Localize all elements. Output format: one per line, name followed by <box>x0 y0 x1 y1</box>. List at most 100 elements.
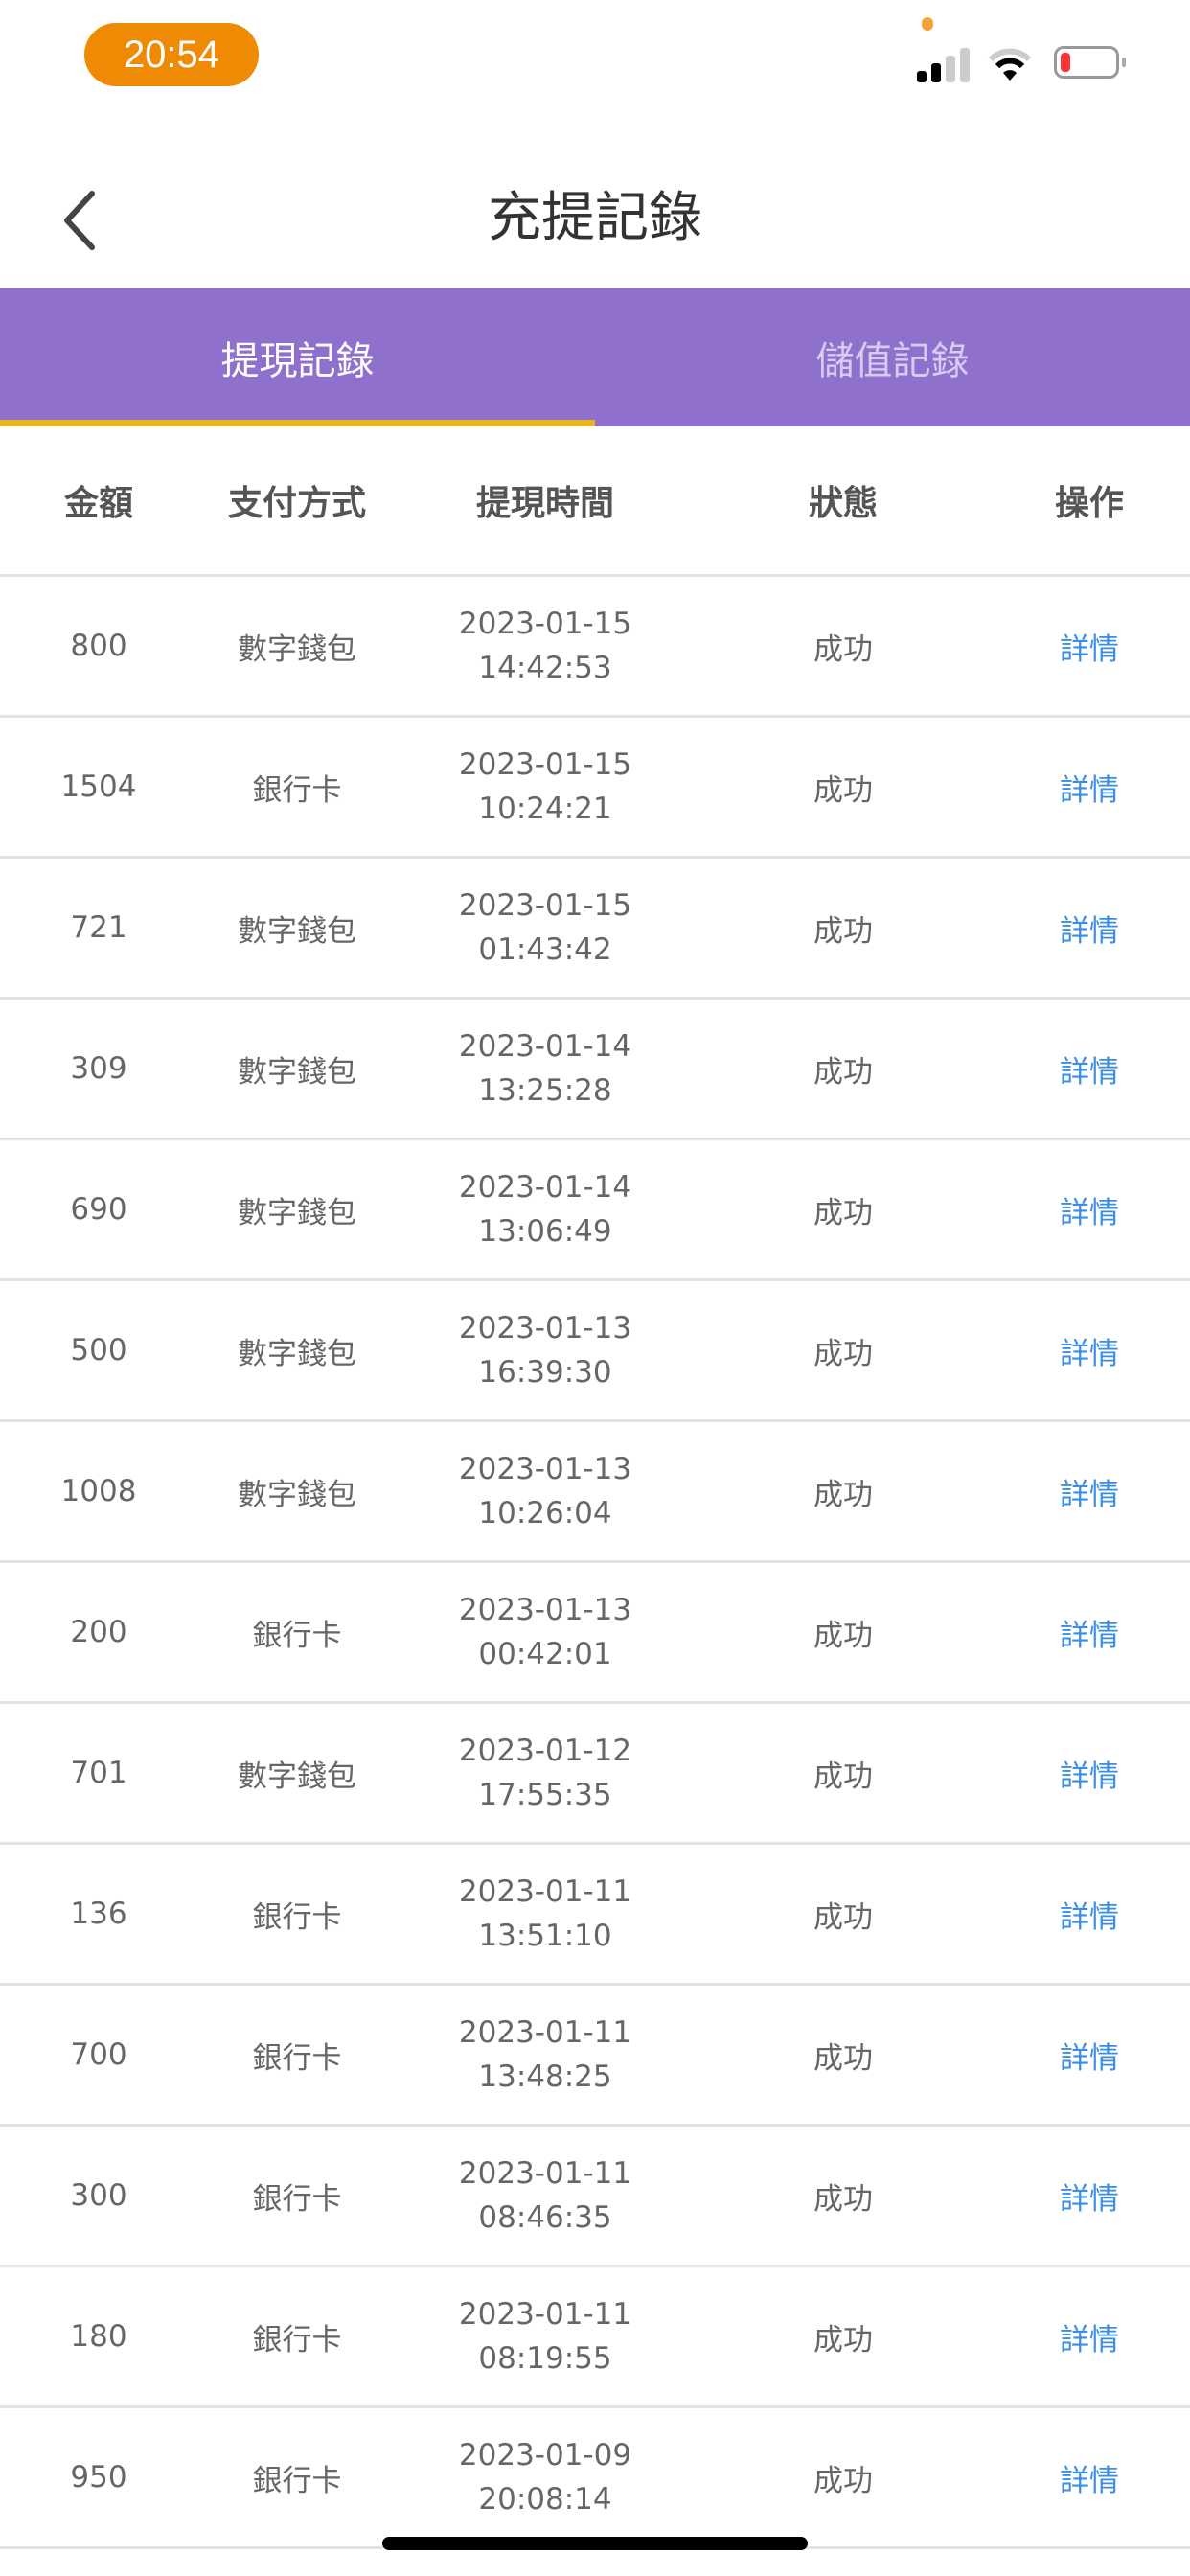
method-cell: 數字錢包 <box>238 1054 356 1090</box>
time-cell: 2023-01-15 14:42:53 <box>459 577 631 715</box>
status-cell: 成功 <box>813 1899 873 1935</box>
amount-cell: 701 <box>70 1756 127 1790</box>
table-row: 1008 數字錢包 2023-01-13 10:26:04 成功 詳情 <box>0 1422 1190 1563</box>
time-text: 17:55:35 <box>478 1778 612 1812</box>
table-row: 500 數字錢包 2023-01-13 16:39:30 成功 詳情 <box>0 1281 1190 1422</box>
privacy-indicator-dot <box>922 17 933 31</box>
amount-cell: 136 <box>70 1897 127 1931</box>
chevron-left-icon[interactable] <box>57 182 105 259</box>
table-row: 309 數字錢包 2023-01-14 13:25:28 成功 詳情 <box>0 1000 1190 1140</box>
time-text: 08:46:35 <box>478 2200 612 2235</box>
column-header-action: 操作 <box>1054 484 1125 523</box>
date-text: 2023-01-13 <box>458 1452 632 1486</box>
time-cell: 2023-01-11 13:51:10 <box>459 1845 631 1983</box>
table-row: 721 數字錢包 2023-01-15 01:43:42 成功 詳情 <box>0 859 1190 1000</box>
details-link[interactable]: 詳情 <box>1060 1759 1119 1794</box>
details-link[interactable]: 詳情 <box>1060 1477 1119 1512</box>
status-cell: 成功 <box>813 2181 873 2217</box>
details-link[interactable]: 詳情 <box>1060 1054 1119 1090</box>
table-row: 800 數字錢包 2023-01-15 14:42:53 成功 詳情 <box>0 577 1190 718</box>
date-text: 2023-01-09 <box>458 2438 632 2472</box>
status-cell: 成功 <box>813 1618 873 1653</box>
details-link[interactable]: 詳情 <box>1060 2040 1119 2076</box>
amount-cell: 500 <box>70 1333 127 1368</box>
details-link[interactable]: 詳情 <box>1060 772 1119 808</box>
method-cell: 數字錢包 <box>238 1195 356 1230</box>
status-cell: 成功 <box>813 1054 873 1090</box>
details-link[interactable]: 詳情 <box>1060 2322 1119 2358</box>
table-header: 金額 支付方式 提現時間 狀態 操作 <box>0 426 1190 577</box>
time-cell: 2023-01-12 17:55:35 <box>459 1704 631 1842</box>
date-text: 2023-01-11 <box>458 2156 632 2191</box>
details-link[interactable]: 詳情 <box>1060 632 1119 667</box>
details-link[interactable]: 詳情 <box>1060 1618 1119 1653</box>
details-link[interactable]: 詳情 <box>1060 2463 1119 2498</box>
details-link[interactable]: 詳情 <box>1060 2181 1119 2217</box>
table-row: 1504 銀行卡 2023-01-15 10:24:21 成功 詳情 <box>0 718 1190 859</box>
amount-cell: 309 <box>70 1051 127 1086</box>
time-cell: 2023-01-14 13:06:49 <box>459 1140 631 1278</box>
time-text: 10:24:21 <box>478 792 612 826</box>
column-header-time: 提現時間 <box>475 484 615 523</box>
details-link[interactable]: 詳情 <box>1060 1195 1119 1230</box>
status-bar: 20:54 <box>0 0 1190 115</box>
amount-cell: 950 <box>70 2460 127 2495</box>
date-text: 2023-01-11 <box>458 1874 632 1909</box>
status-cell: 成功 <box>813 913 873 949</box>
date-text: 2023-01-14 <box>458 1170 632 1205</box>
table-row: 701 數字錢包 2023-01-12 17:55:35 成功 詳情 <box>0 1704 1190 1845</box>
details-link[interactable]: 詳情 <box>1060 913 1119 949</box>
date-text: 2023-01-15 <box>458 888 632 923</box>
details-link[interactable]: 詳情 <box>1060 1336 1119 1371</box>
tab-withdrawal-records[interactable]: 提現記錄 <box>0 288 595 426</box>
home-indicator <box>382 2537 808 2550</box>
status-time: 20:54 <box>84 23 259 86</box>
amount-cell: 200 <box>70 1615 127 1649</box>
method-cell: 數字錢包 <box>238 632 356 667</box>
amount-cell: 1504 <box>60 770 137 804</box>
date-text: 2023-01-14 <box>458 1029 632 1064</box>
date-text: 2023-01-12 <box>458 1734 632 1768</box>
date-text: 2023-01-11 <box>458 2297 632 2332</box>
column-header-status: 狀態 <box>808 484 879 523</box>
time-cell: 2023-01-13 00:42:01 <box>459 1563 631 1701</box>
time-cell: 2023-01-09 20:08:14 <box>459 2408 631 2546</box>
table-row: 300 銀行卡 2023-01-11 08:46:35 成功 詳情 <box>0 2127 1190 2267</box>
date-text: 2023-01-15 <box>458 607 632 641</box>
amount-cell: 690 <box>70 1192 127 1227</box>
status-cell: 成功 <box>813 2040 873 2076</box>
wifi-icon <box>988 48 1032 80</box>
cellular-signal-icon <box>917 48 971 82</box>
time-cell: 2023-01-13 10:26:04 <box>459 1422 631 1560</box>
table-row: 690 數字錢包 2023-01-14 13:06:49 成功 詳情 <box>0 1140 1190 1281</box>
date-text: 2023-01-11 <box>458 2015 632 2050</box>
column-header-method: 支付方式 <box>227 484 367 523</box>
details-link[interactable]: 詳情 <box>1060 1899 1119 1935</box>
status-cell: 成功 <box>813 1759 873 1794</box>
method-cell: 數字錢包 <box>238 1336 356 1371</box>
tab-deposit-records[interactable]: 儲值記錄 <box>815 339 970 383</box>
method-cell: 數字錢包 <box>238 1759 356 1794</box>
tab-bar: 提現記錄 儲值記錄 <box>0 288 1190 426</box>
time-text: 13:48:25 <box>478 2059 612 2094</box>
date-text: 2023-01-13 <box>458 1311 632 1346</box>
status-cell: 成功 <box>813 1477 873 1512</box>
amount-cell: 180 <box>70 2319 127 2354</box>
battery-icon <box>1054 46 1126 79</box>
method-cell: 銀行卡 <box>252 2322 342 2358</box>
method-cell: 數字錢包 <box>238 913 356 949</box>
method-cell: 數字錢包 <box>238 1477 356 1512</box>
method-cell: 銀行卡 <box>252 772 342 808</box>
method-cell: 銀行卡 <box>252 2463 342 2498</box>
time-text: 16:39:30 <box>478 1355 612 1390</box>
time-text: 13:25:28 <box>478 1073 612 1108</box>
status-cell: 成功 <box>813 1336 873 1371</box>
status-cell: 成功 <box>813 772 873 808</box>
status-cell: 成功 <box>813 632 873 667</box>
amount-cell: 1008 <box>60 1474 137 1508</box>
method-cell: 銀行卡 <box>252 1899 342 1935</box>
table-row: 136 銀行卡 2023-01-11 13:51:10 成功 詳情 <box>0 1845 1190 1986</box>
time-text: 01:43:42 <box>478 932 612 967</box>
time-cell: 2023-01-11 08:46:35 <box>459 2127 631 2265</box>
time-cell: 2023-01-11 08:19:55 <box>459 2267 631 2405</box>
